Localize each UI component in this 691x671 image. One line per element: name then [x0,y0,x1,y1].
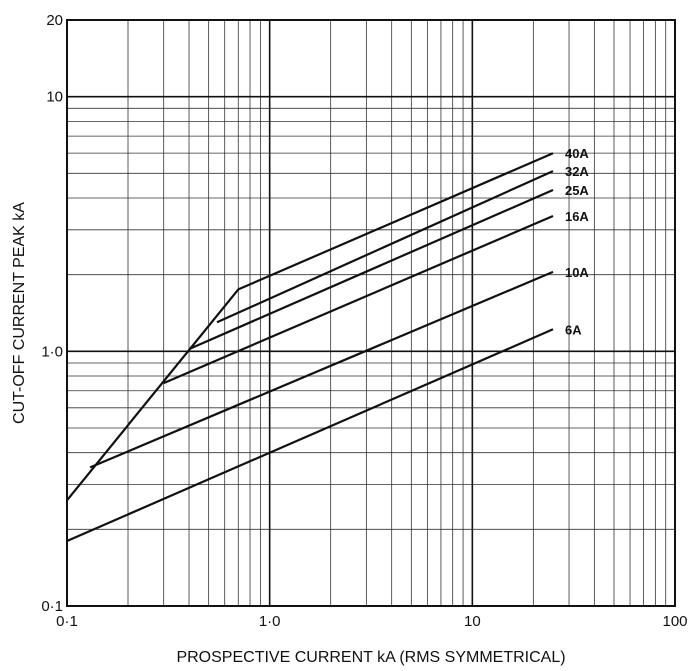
series-line-32a [216,170,554,324]
x-tick-labels: 0·1 1·0 10 100 [56,613,687,630]
series-label-32a: 32A [565,164,589,179]
y-axis-title: CUT-OFF CURRENT PEAK kA [11,202,28,424]
series-labels: 40A 32A 25A 16A 10A 6A [565,146,589,337]
series-line-40a [66,152,554,501]
y-tick-label: 20 [46,12,63,29]
series-label-40a: 40A [565,146,589,161]
series-label-6a: 6A [565,322,582,337]
x-axis-title: PROSPECTIVE CURRENT kA (RMS SYMMETRICAL) [176,649,565,666]
y-tick-label: 0·1 [41,598,63,615]
series-line-10a [89,270,554,469]
plot-frame [66,19,676,607]
y-tick-label: 10 [46,89,63,106]
x-tick-label: 0·1 [56,613,78,630]
grid [67,20,675,606]
y-tick-labels: 0·1 1·0 10 20 [41,12,63,615]
series-label-10a: 10A [565,265,589,280]
series-line-25a [188,188,554,351]
y-tick-label: 1·0 [41,343,63,360]
series-line-6a [66,328,554,543]
x-tick-label: 100 [662,613,687,630]
series-line-16a [163,214,554,385]
series-label-16a: 16A [565,209,589,224]
series-label-25a: 25A [565,183,589,198]
x-tick-label: 10 [464,613,481,630]
series-lines [66,152,554,543]
x-tick-label: 1·0 [259,613,281,630]
